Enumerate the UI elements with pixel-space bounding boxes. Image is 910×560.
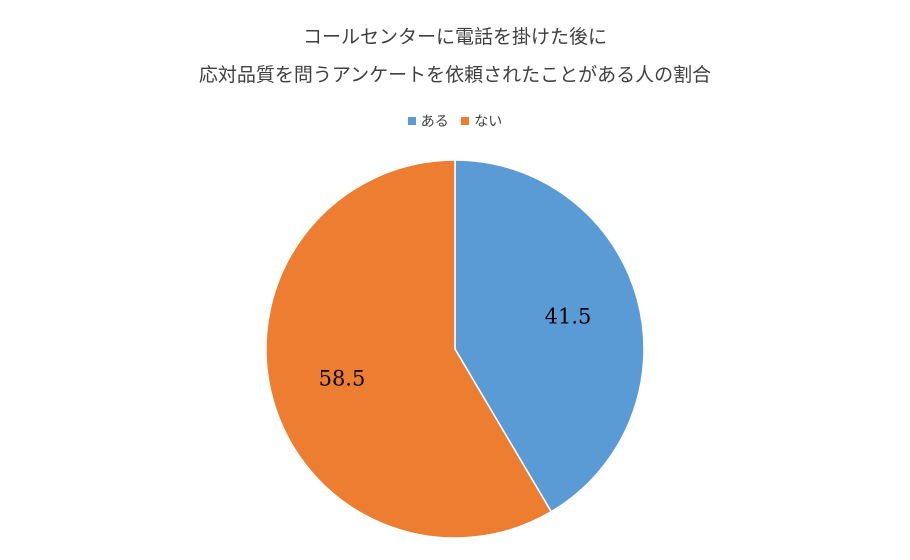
legend-swatch-aru: [407, 117, 416, 125]
data-label-0: 41.5: [545, 305, 592, 329]
chart-subtitle: 応対品質を問うアンケートを依頼されたことがある人の割合: [198, 64, 712, 86]
legend-swatch-nai: [461, 117, 470, 125]
pie-slice-0: [454, 159, 645, 513]
legend-item-nai: ない: [461, 111, 502, 131]
legend-label-aru: ある: [420, 114, 449, 130]
legend: ある ない: [0, 111, 910, 131]
chart-title: コールセンターに電話を掛けた後に: [302, 26, 607, 48]
data-label-1: 58.5: [319, 366, 366, 390]
legend-item-aru: ある: [407, 111, 449, 131]
legend-label-nai: ない: [474, 114, 503, 130]
pie-slice-1: [265, 159, 553, 539]
